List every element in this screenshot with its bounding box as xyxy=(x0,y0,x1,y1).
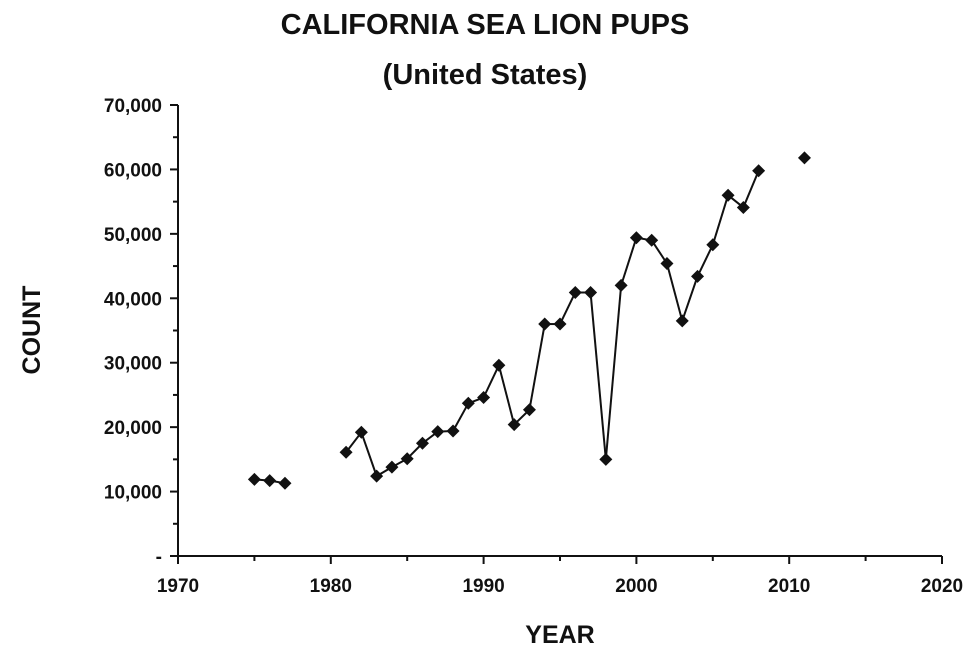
data-point xyxy=(599,452,613,466)
data-point xyxy=(538,317,552,331)
data-point xyxy=(263,474,277,488)
data-point xyxy=(660,256,674,270)
plot-area xyxy=(247,151,811,490)
y-tick-label: 20,000 xyxy=(104,418,162,439)
x-tick-label: 2020 xyxy=(921,576,963,597)
chart-subtitle: (United States) xyxy=(383,59,588,91)
data-point xyxy=(736,200,750,214)
data-point xyxy=(477,391,491,405)
data-point xyxy=(614,278,628,292)
y-tick-label: 10,000 xyxy=(104,483,162,504)
chart-title: CALIFORNIA SEA LION PUPS xyxy=(281,9,690,41)
data-point xyxy=(385,460,399,474)
axis-tick-labels: - 10,000 20,000 30,000 40,000 50,000 60,000 70,… xyxy=(104,96,963,597)
series-line-segment xyxy=(696,244,714,277)
series-line-segment xyxy=(360,431,378,477)
data-point xyxy=(278,476,292,490)
y-tick-label: 40,000 xyxy=(104,289,162,310)
series-line-segment xyxy=(497,365,516,425)
data-point xyxy=(721,188,735,202)
data-point xyxy=(691,269,705,283)
data-point xyxy=(522,403,536,417)
data-point xyxy=(568,285,582,299)
x-tick-label: 2010 xyxy=(768,576,810,597)
data-point xyxy=(645,233,659,247)
y-tick-label: 60,000 xyxy=(104,160,162,181)
series-line-segment xyxy=(681,276,699,322)
data-point xyxy=(492,358,506,372)
data-point xyxy=(400,452,414,466)
series-line-segment xyxy=(482,364,500,398)
axis-ticks xyxy=(170,104,943,564)
x-axis-title: YEAR xyxy=(525,621,594,649)
x-tick-label: 1970 xyxy=(157,576,199,597)
data-point xyxy=(706,238,720,252)
data-point xyxy=(797,151,811,165)
y-tick-label: 30,000 xyxy=(104,354,162,375)
data-point xyxy=(354,425,368,439)
x-tick-label: 2000 xyxy=(615,576,657,597)
data-point xyxy=(415,436,429,450)
x-tick-label: 1990 xyxy=(462,576,504,597)
series-line-segment xyxy=(589,292,607,460)
data-point xyxy=(431,425,445,439)
data-point xyxy=(553,317,567,331)
series-line-segment xyxy=(665,263,684,322)
series-line-segment xyxy=(528,323,546,410)
series-line-segment xyxy=(559,292,577,325)
data-point xyxy=(507,418,521,432)
series-line-segment xyxy=(452,402,470,432)
data-point xyxy=(339,445,353,459)
y-axis-title: COUNT xyxy=(18,286,46,375)
data-point xyxy=(629,231,643,245)
y-tick-label: - xyxy=(156,547,162,568)
series-line-segment xyxy=(620,237,638,286)
series-line-segment xyxy=(711,194,730,246)
series-line-segment xyxy=(604,285,623,460)
series-line-segment xyxy=(742,170,760,208)
data-point xyxy=(446,424,460,438)
data-point xyxy=(370,469,384,483)
data-point xyxy=(675,314,689,328)
x-tick-label: 1980 xyxy=(310,576,352,597)
data-point xyxy=(752,164,766,178)
data-point xyxy=(461,396,475,410)
y-tick-label: 70,000 xyxy=(104,96,162,117)
data-point xyxy=(584,285,598,299)
y-tick-label: 50,000 xyxy=(104,225,162,246)
data-point xyxy=(247,472,261,486)
